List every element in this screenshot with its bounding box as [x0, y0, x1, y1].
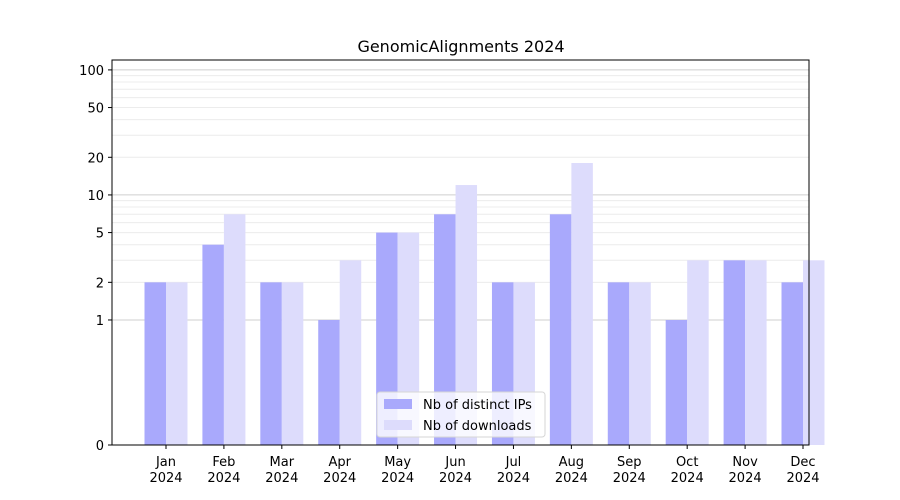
bar-downloads [339, 260, 362, 445]
bar-downloads [571, 163, 593, 445]
x-tick-label-year: 2024 [786, 471, 819, 486]
x-tick-label-year: 2024 [555, 471, 588, 486]
x-tick-label-month: Oct [676, 455, 698, 470]
bar-distinct-ips [781, 282, 803, 445]
x-tick-label-month: Jan [155, 455, 176, 470]
x-tick-label-year: 2024 [497, 471, 530, 486]
legend-swatch-downloads [384, 420, 412, 430]
x-tick-label-month: Feb [212, 455, 235, 470]
x-tick-label-year: 2024 [265, 471, 298, 486]
x-tick-label-month: Mar [270, 455, 295, 470]
bar-distinct-ips [260, 282, 282, 445]
y-tick-label: 2 [96, 276, 104, 291]
legend-swatch-distinct-ips [384, 399, 412, 409]
bar-distinct-ips [202, 244, 224, 445]
bar-downloads [745, 260, 767, 445]
bar-distinct-ips [665, 319, 688, 445]
y-tick-label: 100 [79, 64, 104, 79]
x-tick-label-month: Aug [559, 455, 584, 470]
x-tick-label-year: 2024 [729, 471, 762, 486]
x-tick-label-month: Jul [505, 455, 522, 470]
legend-box [376, 391, 546, 438]
bar-distinct-ips [723, 260, 746, 445]
y-axis: 0 1 2 5 10 20 50 100 [79, 64, 112, 454]
x-tick-label-month: Dec [790, 455, 815, 470]
x-tick-label-month: Sep [617, 455, 642, 470]
bar-downloads [629, 282, 651, 445]
bar-downloads [223, 214, 246, 445]
y-tick-label: 10 [87, 189, 104, 204]
x-tick-label-year: 2024 [381, 471, 414, 486]
y-tick-label: 1 [96, 314, 104, 329]
legend-label-distinct-ips: Nb of distinct IPs [423, 398, 532, 413]
chart-title: GenomicAlignments 2024 [357, 37, 564, 56]
bar-downloads [803, 260, 825, 445]
x-tick-label-month: Nov [732, 455, 758, 470]
legend: Nb of distinct IPs Nb of downloads [376, 391, 546, 438]
bar-downloads [281, 282, 304, 445]
x-tick-label-year: 2024 [613, 471, 646, 486]
bar-distinct-ips [607, 282, 630, 445]
y-tick-label: 5 [96, 227, 104, 242]
y-tick-label: 50 [87, 102, 104, 117]
bar-distinct-ips [434, 214, 456, 445]
x-tick-label-year: 2024 [323, 471, 356, 486]
bar-distinct-ips [318, 319, 340, 445]
bar-downloads [166, 282, 188, 445]
x-tick-label-year: 2024 [439, 471, 472, 486]
x-axis: Jan2024Feb2024Mar2024Apr2024May2024Jun20… [149, 445, 820, 486]
x-tick-label-year: 2024 [671, 471, 704, 486]
x-tick-label-month: Apr [328, 455, 351, 470]
legend-label-downloads: Nb of downloads [423, 419, 532, 434]
bar-distinct-ips [144, 282, 166, 445]
y-tick-label: 0 [96, 439, 104, 454]
x-tick-label-month: May [384, 455, 411, 470]
x-tick-label-year: 2024 [149, 471, 182, 486]
bar-downloads [455, 185, 478, 445]
x-tick-label-month: Jun [444, 455, 465, 470]
bar-distinct-ips [549, 214, 572, 445]
bar-downloads [687, 260, 709, 445]
y-tick-label: 20 [87, 151, 104, 166]
x-tick-label-year: 2024 [207, 471, 240, 486]
plot-frame [111, 59, 810, 446]
